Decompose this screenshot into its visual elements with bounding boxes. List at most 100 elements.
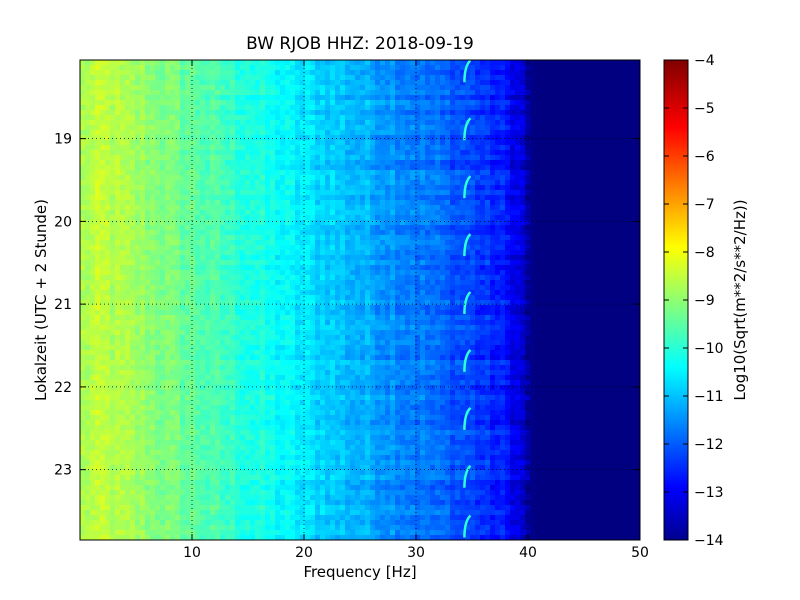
heatmap-cell (400, 155, 406, 161)
heatmap-cell (160, 190, 166, 196)
heatmap-cell (110, 105, 116, 111)
heatmap-cell (185, 245, 191, 251)
heatmap-cell (105, 160, 111, 166)
heatmap-cell (215, 120, 221, 126)
heatmap-cell (105, 235, 111, 241)
heatmap-cell (120, 280, 126, 286)
heatmap-cell (95, 145, 101, 151)
heatmap-cell (320, 100, 326, 106)
heatmap-cell (205, 210, 211, 216)
heatmap-cell (615, 200, 621, 206)
heatmap-cell (360, 265, 366, 271)
heatmap-cell (325, 80, 331, 86)
heatmap-cell (615, 135, 621, 141)
heatmap-cell (340, 135, 346, 141)
heatmap-cell (610, 195, 616, 201)
heatmap-cell (405, 275, 411, 281)
heatmap-cell (590, 225, 596, 231)
heatmap-cell (325, 205, 331, 211)
heatmap-cell (315, 65, 321, 71)
heatmap-cell (305, 260, 311, 266)
heatmap-cell (235, 160, 241, 166)
heatmap-cell (180, 135, 186, 141)
heatmap-cell (520, 115, 526, 121)
heatmap-cell (130, 200, 136, 206)
heatmap-cell (370, 130, 376, 136)
heatmap-cell (500, 175, 506, 181)
heatmap-cell (590, 235, 596, 241)
heatmap-cell (395, 145, 401, 151)
heatmap-cell (470, 175, 476, 181)
heatmap-cell (320, 145, 326, 151)
heatmap-cell (425, 100, 431, 106)
heatmap-cell (375, 75, 381, 81)
heatmap-cell (320, 270, 326, 276)
heatmap-cell (465, 230, 471, 236)
heatmap-cell (95, 160, 101, 166)
heatmap-cell (435, 270, 441, 276)
heatmap-cell (375, 280, 381, 286)
heatmap-cell (295, 180, 301, 186)
heatmap-cell (230, 135, 236, 141)
heatmap-cell (605, 195, 611, 201)
heatmap-cell (505, 215, 511, 221)
heatmap-cell (460, 120, 466, 126)
heatmap-cell (170, 110, 176, 116)
heatmap-cell (295, 225, 301, 231)
heatmap-cell (280, 140, 286, 146)
heatmap-cell (635, 190, 640, 196)
heatmap-cell (245, 75, 251, 81)
heatmap-cell (575, 115, 581, 121)
heatmap-cell (335, 200, 341, 206)
heatmap-cell (200, 240, 206, 246)
heatmap-cell (415, 180, 421, 186)
heatmap-cell (500, 95, 506, 101)
heatmap-cell (565, 160, 571, 166)
heatmap-cell (160, 105, 166, 111)
heatmap-cell (365, 225, 371, 231)
heatmap-cell (370, 170, 376, 176)
heatmap-cell (550, 225, 556, 231)
heatmap-cell (365, 90, 371, 96)
heatmap-cell (190, 75, 196, 81)
heatmap-cell (445, 245, 451, 251)
heatmap-cell (365, 70, 371, 76)
heatmap-cell (385, 205, 391, 211)
heatmap-cell (305, 70, 311, 76)
heatmap-cell (555, 215, 561, 221)
heatmap-cell (525, 85, 531, 91)
heatmap-cell (335, 120, 341, 126)
heatmap-cell (415, 210, 421, 216)
heatmap-cell (140, 250, 146, 256)
heatmap-cell (630, 90, 636, 96)
heatmap-cell (265, 145, 271, 151)
heatmap-cell (555, 65, 561, 71)
heatmap-cell (435, 75, 441, 81)
heatmap-cell (150, 205, 156, 211)
heatmap-cell (310, 70, 316, 76)
heatmap-cell (230, 180, 236, 186)
heatmap-cell (545, 80, 551, 86)
heatmap-cell (620, 215, 626, 221)
heatmap-cell (180, 125, 186, 131)
heatmap-cell (300, 95, 306, 101)
heatmap-cell (90, 125, 96, 131)
heatmap-cell (200, 90, 206, 96)
heatmap-cell (600, 260, 606, 266)
heatmap-cell (365, 135, 371, 141)
heatmap-cell (515, 65, 521, 71)
heatmap-cell (490, 215, 496, 221)
heatmap-cell (305, 60, 311, 66)
heatmap-cell (395, 280, 401, 286)
heatmap-cell (105, 265, 111, 271)
heatmap-cell (185, 100, 191, 106)
heatmap-cell (440, 230, 446, 236)
heatmap-cell (520, 150, 526, 156)
heatmap-cell (205, 75, 211, 81)
heatmap-cell (445, 255, 451, 261)
heatmap-cell (485, 270, 491, 276)
heatmap-cell (280, 280, 286, 286)
heatmap-cell (460, 115, 466, 121)
heatmap-cell (440, 270, 446, 276)
heatmap-cell (190, 245, 196, 251)
